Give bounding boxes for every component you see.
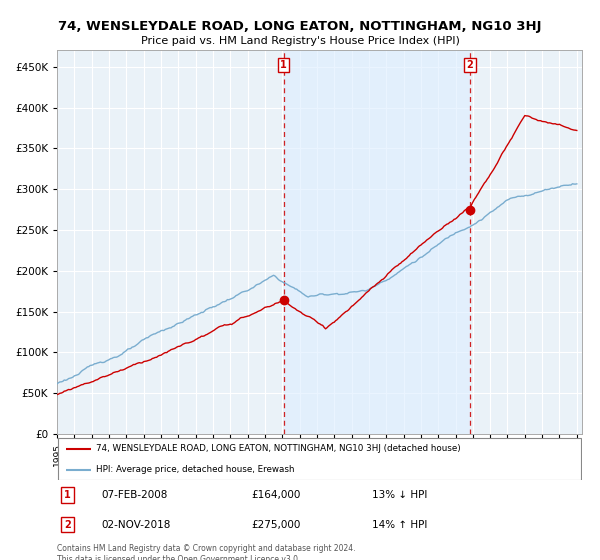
Text: 02-NOV-2018: 02-NOV-2018 [101, 520, 171, 530]
Text: £275,000: £275,000 [251, 520, 301, 530]
Text: 2: 2 [467, 60, 473, 70]
Text: 13% ↓ HPI: 13% ↓ HPI [372, 490, 427, 500]
Text: 74, WENSLEYDALE ROAD, LONG EATON, NOTTINGHAM, NG10 3HJ (detached house): 74, WENSLEYDALE ROAD, LONG EATON, NOTTIN… [97, 444, 461, 453]
Text: 1: 1 [280, 60, 287, 70]
Text: £164,000: £164,000 [251, 490, 301, 500]
Text: 07-FEB-2008: 07-FEB-2008 [101, 490, 168, 500]
FancyBboxPatch shape [58, 438, 581, 479]
Bar [284, 50, 470, 434]
Text: HPI: Average price, detached house, Erewash: HPI: Average price, detached house, Erew… [97, 465, 295, 474]
Text: 74, WENSLEYDALE ROAD, LONG EATON, NOTTINGHAM, NG10 3HJ: 74, WENSLEYDALE ROAD, LONG EATON, NOTTIN… [58, 20, 542, 32]
Text: Contains HM Land Registry data © Crown copyright and database right 2024.
This d: Contains HM Land Registry data © Crown c… [57, 544, 355, 560]
Text: 2: 2 [64, 520, 71, 530]
Text: Price paid vs. HM Land Registry's House Price Index (HPI): Price paid vs. HM Land Registry's House … [140, 36, 460, 46]
Text: 14% ↑ HPI: 14% ↑ HPI [372, 520, 427, 530]
Text: 1: 1 [64, 490, 71, 500]
